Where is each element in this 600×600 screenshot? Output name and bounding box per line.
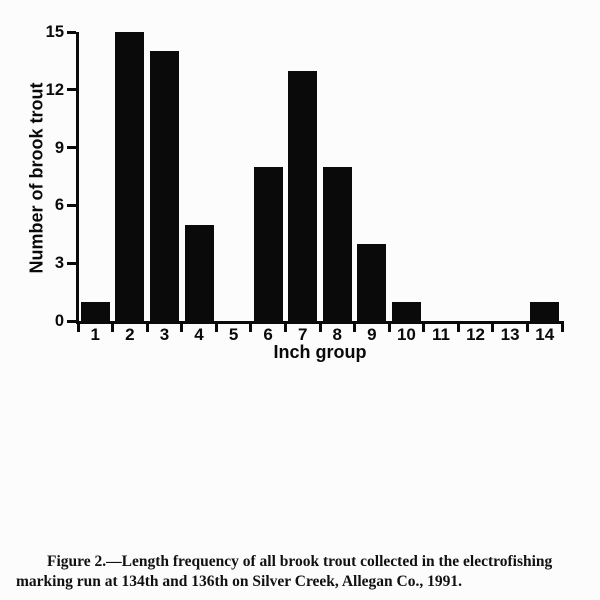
x-tick [76, 324, 80, 332]
y-tick-label: 9 [54, 138, 64, 157]
x-tick [387, 324, 391, 332]
x-tick-label: 4 [194, 325, 204, 344]
figure-caption: Figure 2.—Length frequency of all brook … [16, 553, 553, 590]
x-tick-label: 11 [431, 325, 450, 344]
y-tick [67, 146, 76, 150]
bar-inch-group-14 [530, 301, 560, 321]
y-tick-label: 12 [45, 80, 64, 99]
bar-chart: Number of brook trout 0 3 6 9 12 15 1 2 3 4 5 6 7 8 9 1… [26, 23, 564, 362]
y-tick [67, 261, 76, 265]
x-axis-title: Inch group [273, 342, 367, 362]
x-tick-label: 2 [125, 325, 135, 344]
x-tick [145, 324, 149, 332]
x-tick-label: 1 [90, 325, 101, 344]
x-tick [249, 324, 253, 332]
y-tick-label: 15 [45, 23, 64, 41]
x-tick [111, 324, 115, 332]
x-tick-label: 10 [396, 325, 416, 344]
y-tick-label: 3 [54, 254, 64, 273]
x-tick-label: 8 [332, 325, 343, 344]
bar-inch-group-4 [184, 224, 214, 321]
y-tick [67, 203, 76, 207]
x-tick-label: 3 [159, 325, 170, 344]
bar-inch-group-6 [253, 166, 283, 321]
bar-inch-group-10 [391, 301, 421, 321]
x-tick [456, 324, 460, 332]
bar-inch-group-1 [80, 301, 110, 321]
x-tick [353, 324, 357, 332]
y-axis-line [76, 32, 79, 324]
plot-area: 0 3 6 9 12 15 1 2 3 4 5 6 7 8 9 10 11 12 13 14 [46, 23, 564, 344]
x-tick-label: 9 [367, 325, 377, 344]
x-tick-label: 5 [228, 325, 239, 344]
bar-inch-group-7 [288, 70, 318, 321]
x-tick [180, 324, 184, 332]
x-tick [491, 324, 495, 332]
x-tick [560, 324, 564, 332]
y-axis-title: Number of brook trout [26, 82, 47, 274]
x-tick [283, 324, 287, 332]
y-tick [67, 319, 76, 323]
x-tick [214, 324, 218, 332]
y-tick-label: 6 [54, 196, 64, 215]
bar-inch-group-3 [149, 51, 179, 321]
x-tick [318, 324, 322, 332]
y-tick-label: 0 [54, 312, 64, 330]
x-tick [422, 324, 426, 332]
bar-inch-group-9 [357, 243, 387, 321]
bar-inch-group-2 [115, 32, 145, 321]
y-tick [67, 30, 76, 34]
x-tick-label: 12 [466, 325, 486, 344]
x-tick [525, 324, 529, 332]
x-axis-line [76, 321, 564, 324]
x-tick-label: 7 [297, 325, 308, 344]
bar-inch-group-8 [322, 166, 352, 321]
x-tick-label: 6 [263, 325, 273, 344]
y-tick [67, 88, 76, 92]
x-tick-label: 14 [535, 325, 555, 344]
x-tick-label: 13 [500, 325, 520, 344]
